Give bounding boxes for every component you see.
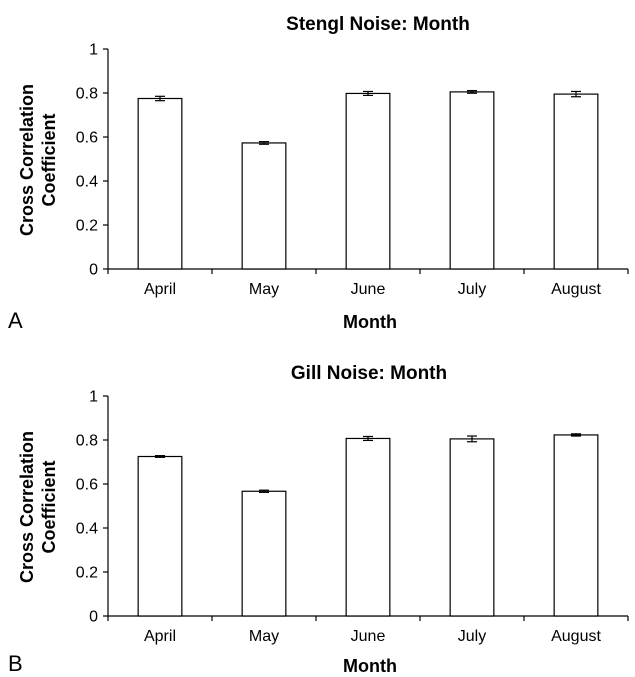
panel-a-x-tick-label: August	[551, 281, 601, 298]
panel-b-bar-august	[553, 434, 599, 617]
panel-a-ylabel-line-2: Coefficient	[39, 113, 59, 206]
panel-a-y-tick-label: 0.6	[76, 130, 98, 147]
panel-b-bar-july	[449, 438, 495, 617]
panel-a-bar-april	[137, 97, 183, 270]
panel-b-x-tick-label: July	[458, 628, 486, 645]
panel-b-ylabel-line-2: Coefficient	[39, 460, 59, 553]
panel-a-plot-area: 0 0.2 0.4 0.6 0.8 1 April May June July August	[76, 42, 629, 298]
panel-b-y-tick-label: 0.8	[76, 433, 98, 450]
panel-b-y-tick-label: 0.6	[76, 477, 98, 494]
panel-a-xlabel: Month	[343, 312, 397, 332]
panel-b-y-tick-label: 0.2	[76, 565, 98, 582]
panel-a-ylabel-line-1: Cross Correlation	[17, 84, 37, 236]
panel-a-y-tick-label: 0.8	[76, 86, 98, 103]
panel-b-x-tick-label: August	[551, 628, 601, 645]
panel-a-chart: Stengl Noise: Month Cross Correlation Co…	[8, 14, 629, 333]
panel-b-x-tick-label: May	[249, 628, 279, 645]
panel-a-bar-june	[345, 92, 391, 270]
panel-a-bar-july	[449, 91, 495, 270]
panel-b-title: Gill Noise: Month	[291, 363, 447, 384]
panel-a-y-tick-label: 1	[89, 42, 98, 59]
panel-b-chart: Gill Noise: Month Cross Correlation Coef…	[8, 363, 629, 676]
panel-a-y-tick-label: 0.4	[76, 174, 98, 191]
panel-a-bar-august	[553, 93, 599, 270]
panel-a-x-tick-label: May	[249, 281, 279, 298]
panel-a-letter: A	[8, 308, 23, 333]
panel-b-plot-area: 0 0.2 0.4 0.6 0.8 1 April May June July August	[76, 389, 629, 645]
panel-b-y-tick-label: 0.4	[76, 521, 98, 538]
panel-a-x-tick-label: July	[458, 281, 486, 298]
panel-b-bar-june	[345, 437, 391, 617]
panel-b-x-tick-label: June	[351, 628, 386, 645]
panel-a-bar-may	[241, 142, 287, 270]
panel-b-y-tick-label: 1	[89, 389, 98, 406]
panel-b-letter: B	[8, 651, 23, 676]
panel-b-xlabel: Month	[343, 656, 397, 676]
panel-b-ylabel-line-1: Cross Correlation	[17, 431, 37, 583]
panel-a-y-tick-label: 0.2	[76, 218, 98, 235]
panel-b-y-tick-label: 0	[89, 609, 98, 626]
panel-a-x-tick-label: April	[144, 281, 176, 298]
panel-a-x-tick-label: June	[351, 281, 386, 298]
panel-a-title: Stengl Noise: Month	[286, 14, 470, 35]
panel-b-bar-may	[241, 490, 287, 617]
panel-b-bar-april	[137, 455, 183, 617]
panel-a-y-tick-label: 0	[89, 262, 98, 279]
panel-b-x-tick-label: April	[144, 628, 176, 645]
